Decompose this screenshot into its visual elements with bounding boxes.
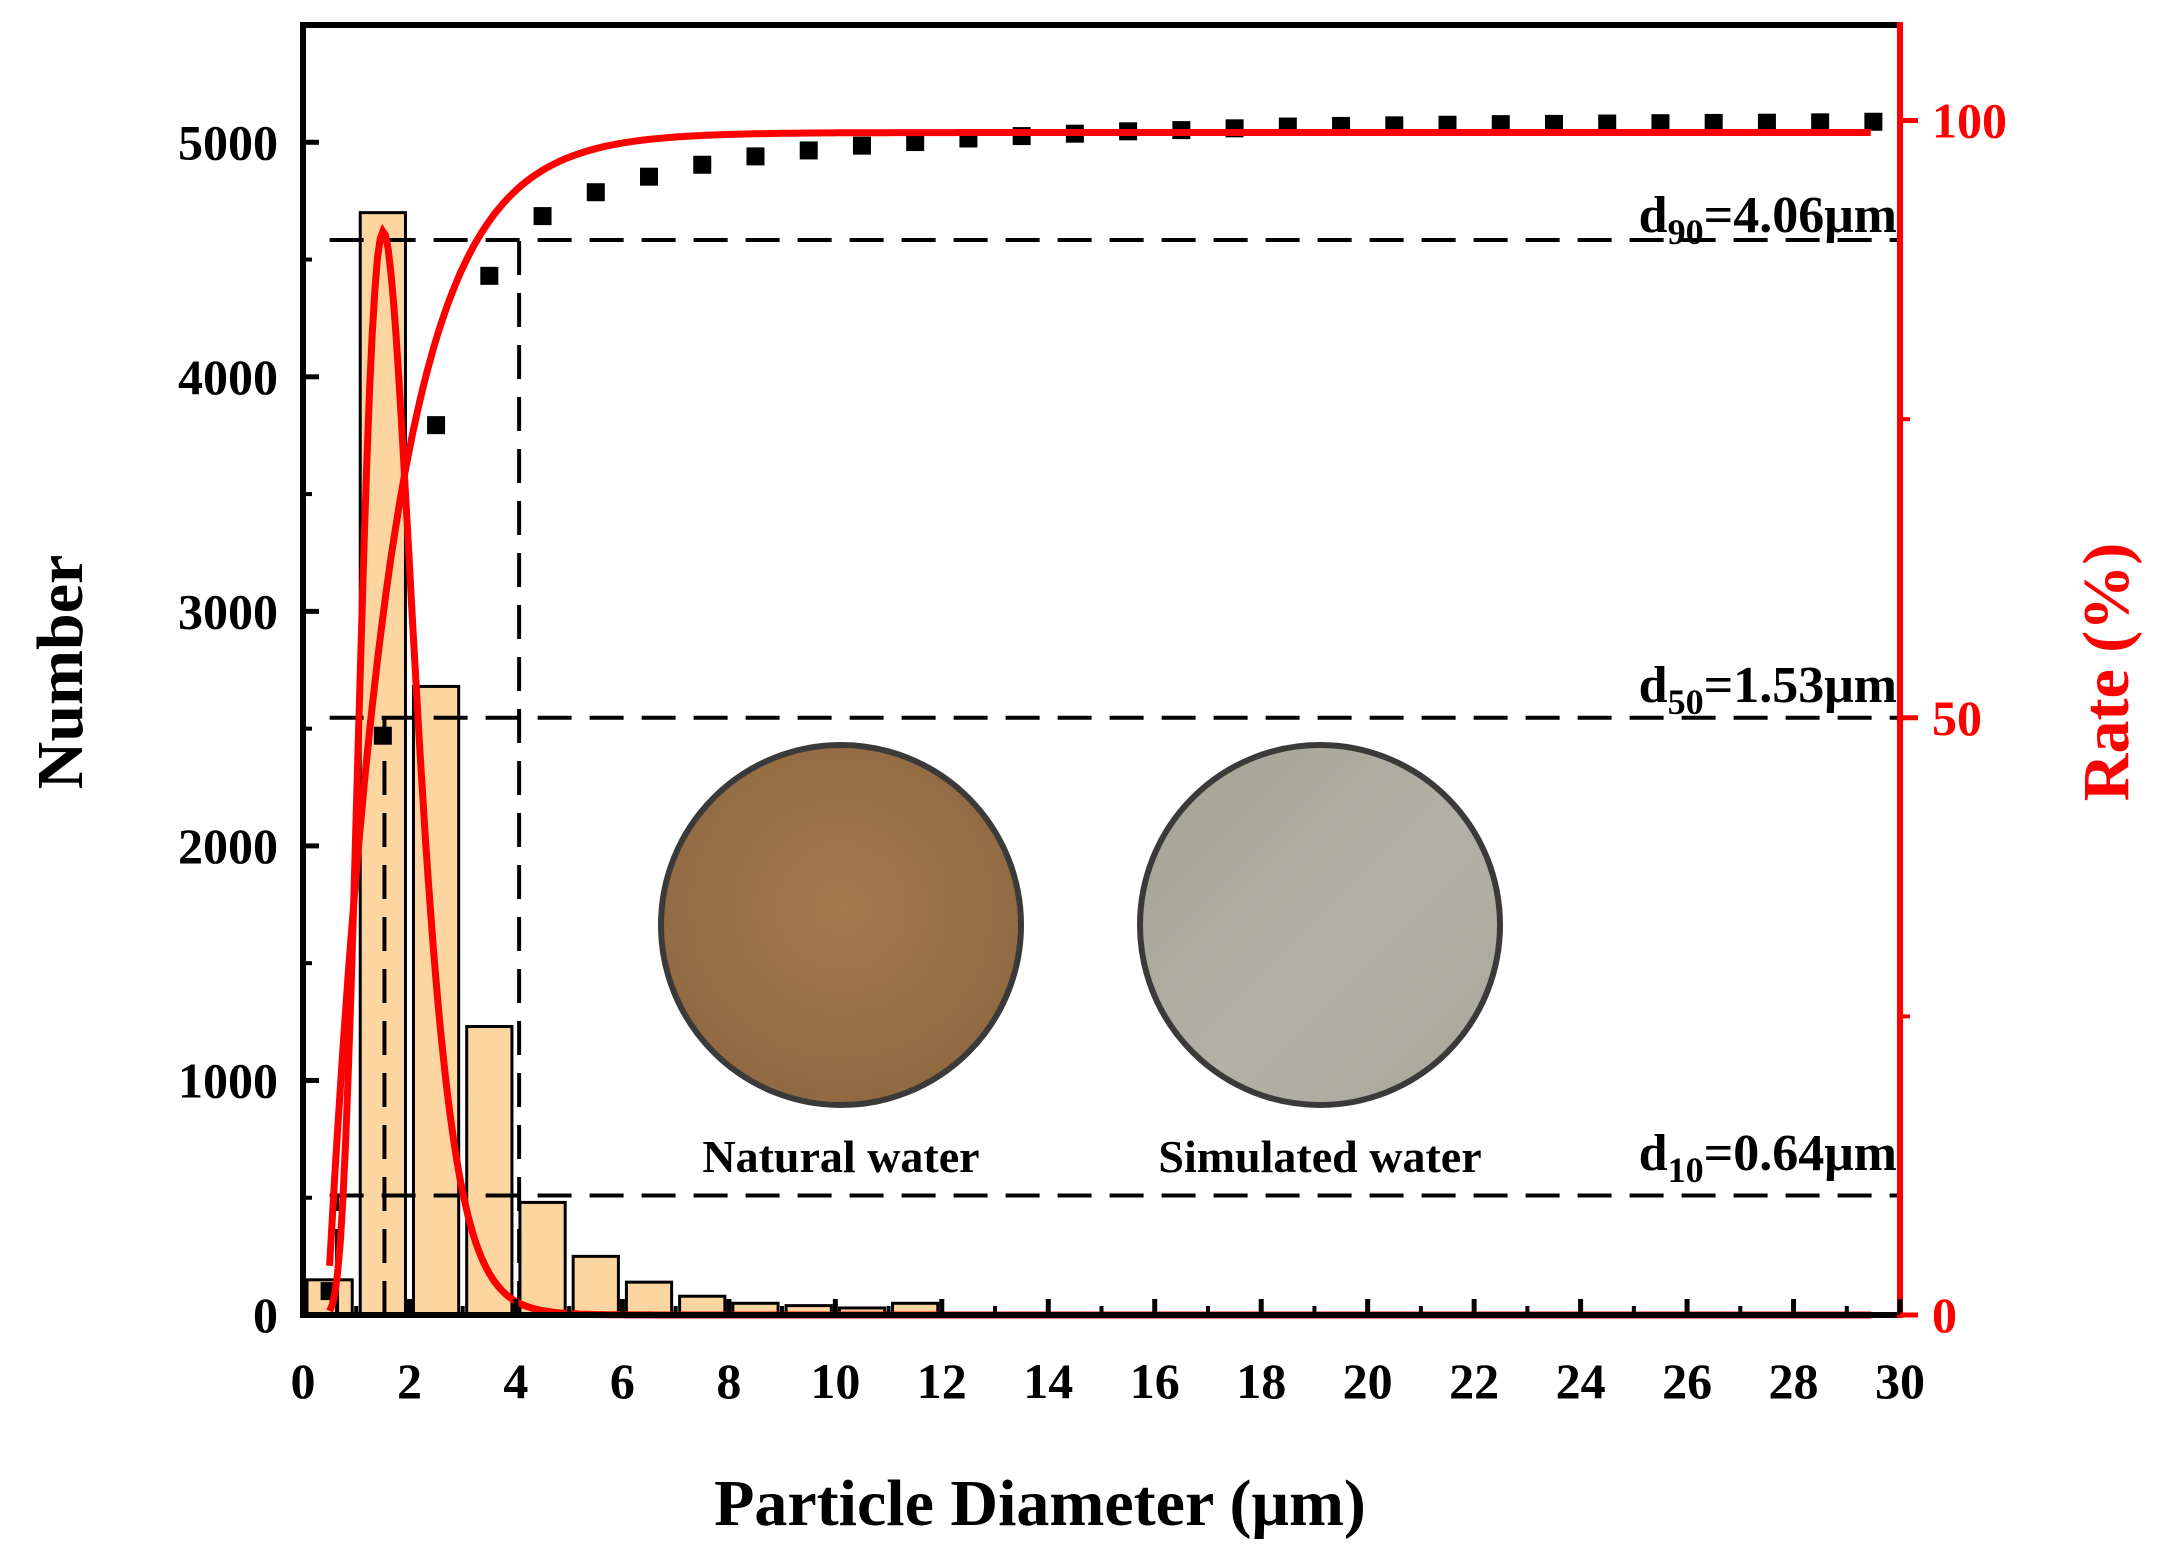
cumulative-point (1757, 113, 1776, 132)
x-tick-label: 8 (716, 1353, 741, 1409)
x-tick-label: 24 (1556, 1353, 1606, 1409)
x-tick-label: 4 (503, 1353, 528, 1409)
x-tick-label: 12 (917, 1353, 967, 1409)
cumulative-point (1544, 114, 1563, 133)
cumulative-point (427, 416, 446, 435)
cumulative-point (693, 155, 712, 174)
x-tick-label: 16 (1130, 1353, 1180, 1409)
right-tick-label: 0 (1932, 1287, 1957, 1343)
cumulative-point (586, 183, 605, 202)
x-tick-label: 26 (1662, 1353, 1712, 1409)
left-tick-label: 5000 (178, 114, 278, 170)
cumulative-point (1704, 113, 1723, 132)
axis-ticks: 0 2 4 6 8 10 12 14 16 18 20 22 24 26 28 300100020003000… (178, 93, 2007, 1409)
x-tick-label: 20 (1343, 1353, 1393, 1409)
cumulative-point (1598, 114, 1617, 133)
left-tick-label: 2000 (178, 818, 278, 874)
left-tick-label: 1000 (178, 1052, 278, 1108)
x-tick-label: 14 (1023, 1353, 1073, 1409)
cumulative-point (373, 726, 392, 745)
left-tick-label: 3000 (178, 583, 278, 639)
left-tick-label: 0 (253, 1287, 278, 1343)
cumulative-point (1811, 113, 1830, 132)
cumulative-point (799, 141, 818, 160)
histogram-bar (624, 1280, 674, 1317)
d50-label: d50=1.53μm (1639, 657, 1897, 722)
cumulative-point (746, 147, 765, 166)
cumulative-point (1864, 112, 1883, 131)
x-tick-label: 28 (1769, 1353, 1819, 1409)
natural-water-label: Natural water (702, 1131, 979, 1182)
x-tick-label: 0 (291, 1353, 316, 1409)
natural-water-photo (658, 742, 1024, 1108)
x-axis-title: Particle Diameter (μm) (714, 1467, 1366, 1540)
x-tick-label: 30 (1875, 1353, 1925, 1409)
d10-label: d10=0.64μm (1639, 1125, 1897, 1190)
right-tick-label: 100 (1932, 93, 2007, 149)
cumulative-point (533, 207, 552, 226)
simulated-water-label: Simulated water (1158, 1131, 1481, 1182)
x-tick-label: 22 (1449, 1353, 1499, 1409)
d90-label: d90=4.06μm (1639, 187, 1897, 252)
x-tick-label: 10 (810, 1353, 860, 1409)
right-tick-label: 50 (1932, 690, 1982, 746)
inset-photos: Natural water Simulated water (658, 742, 1503, 1182)
cumulative-point (906, 133, 925, 152)
left-tick-label: 4000 (178, 349, 278, 405)
cumulative-point (852, 136, 871, 155)
left-axis-title: Number (24, 555, 97, 790)
x-tick-label: 6 (610, 1353, 635, 1409)
cumulative-fit-curve (326, 129, 1871, 1266)
cumulative-point (480, 266, 499, 285)
x-tick-label: 2 (397, 1353, 422, 1409)
cumulative-point (640, 167, 659, 186)
cumulative-point (1491, 115, 1510, 134)
reference-labels: d90=4.06μm d50=1.53μm d10=0.64μm (1639, 187, 1897, 1190)
cumulative-point (1651, 114, 1670, 133)
simulated-water-photo (1137, 742, 1503, 1108)
histogram-bar (571, 1254, 620, 1317)
x-tick-label: 18 (1236, 1353, 1286, 1409)
right-axis-title: Rate (%) (2070, 543, 2143, 801)
histogram-bar (518, 1200, 567, 1317)
